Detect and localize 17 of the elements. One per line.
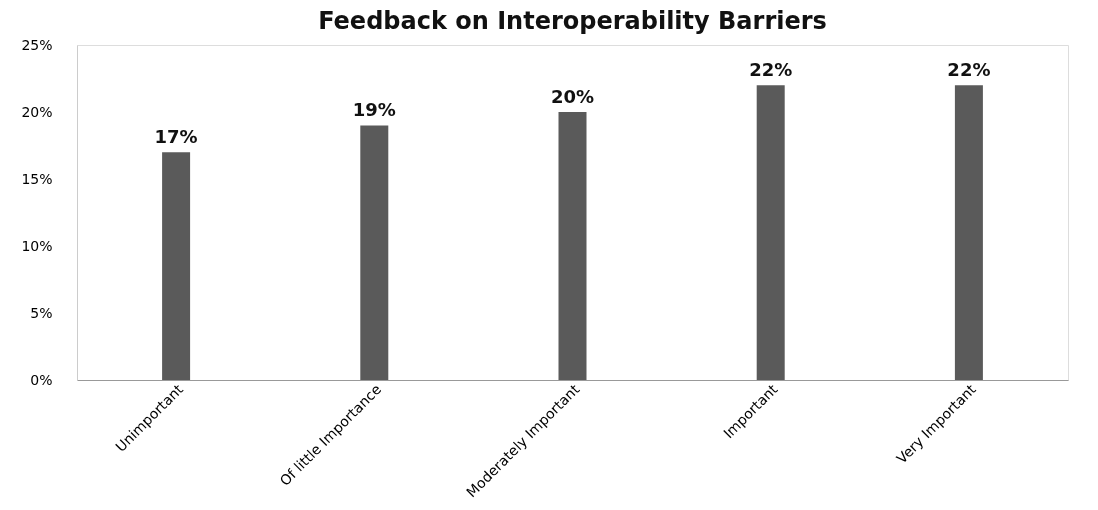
y-tick-label: 25% (21, 36, 53, 53)
data-label: 20% (550, 86, 595, 107)
chart-title: Feedback on Interoperability Barriers (318, 7, 827, 35)
y-tick-label: 20% (21, 103, 53, 120)
y-tick-label: 15% (21, 170, 53, 187)
bar (954, 85, 983, 380)
bar (360, 125, 389, 380)
data-label: 22% (749, 59, 793, 81)
y-tick-label: 5% (30, 304, 53, 321)
bar (162, 152, 191, 380)
y-tick-label: 0% (30, 371, 53, 388)
bar (756, 85, 785, 380)
data-label: 17% (154, 126, 198, 148)
data-label: 22% (947, 59, 991, 81)
y-tick-label: 10% (21, 237, 53, 254)
data-label: 19% (352, 99, 396, 121)
bar (558, 112, 587, 380)
